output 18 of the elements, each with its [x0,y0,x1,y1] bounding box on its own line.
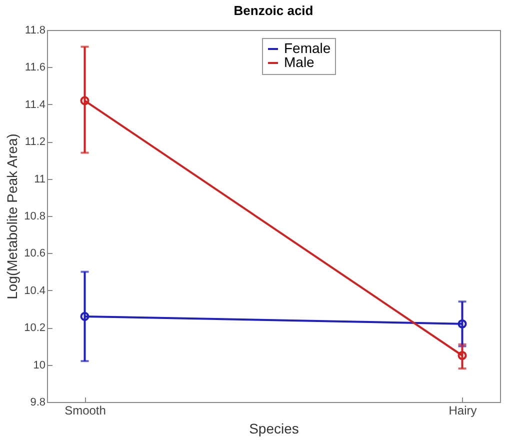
x-tick-label: Hairy [448,404,477,418]
y-tick-label: 11.6 [24,62,46,74]
legend-label: Female [284,40,331,56]
x-tick-label: Smooth [64,404,106,418]
y-tick-label: 10 [33,359,46,372]
y-tick-label: 10.4 [24,284,46,297]
y-tick-label: 10.6 [24,248,46,260]
y-tick-label: 10.8 [24,210,46,222]
y-tick-label: 10.2 [24,322,46,334]
y-axis-title: Log(Metabolite Peak Area) [4,134,20,300]
y-tick-label: 9.8 [30,396,46,408]
y-tick-label: 11.8 [24,24,46,36]
legend-label: Male [284,54,315,70]
y-tick-label: 11.2 [24,136,46,148]
chart-title: Benzoic acid [234,3,314,18]
y-tick-label: 11.4 [24,98,46,111]
x-axis-title: Species [249,420,299,436]
y-tick-label: 11 [34,173,46,186]
